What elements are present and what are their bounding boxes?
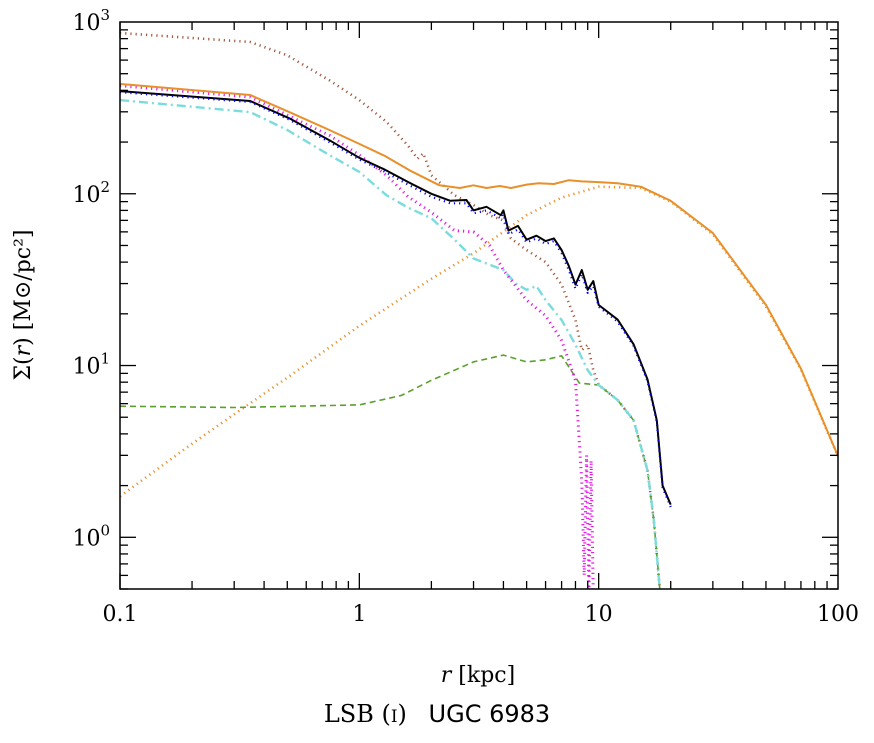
x-tick-label: 0.1 [103, 602, 138, 627]
y-tick-label: 103 [72, 6, 110, 36]
plot-area: 0.1 1 10 100 100 101 102 103 r [kpc] Σ(r) [M⊙/p… [11, 6, 859, 688]
caption-galaxy: UGC 6983 [428, 700, 551, 728]
series-line-0 [120, 31, 662, 589]
series-line-5 [120, 90, 672, 505]
ticks-layer: 0.1 1 10 100 100 101 102 103 [72, 6, 859, 627]
series-line-2 [120, 354, 661, 589]
series-layer [120, 31, 838, 589]
series-line-1 [120, 185, 838, 498]
x-tick-label: 100 [817, 602, 859, 627]
caption: LSB (i) UGC 6983 [0, 700, 874, 728]
series-line-4 [120, 84, 595, 589]
series-line-6 [120, 91, 672, 508]
series-line-7 [120, 82, 838, 457]
plot-frame [119, 21, 839, 590]
y-tick-label: 102 [72, 178, 110, 208]
caption-prefix: LSB (i) [323, 700, 407, 728]
x-axis-label: r [kpc] [441, 663, 515, 688]
x-tick-label: 1 [352, 602, 366, 627]
y-axis-label: Σ(r) [M⊙/pc²] [11, 229, 36, 380]
x-tick-label: 10 [585, 602, 613, 627]
series-line-3 [120, 98, 661, 589]
y-tick-label: 101 [72, 350, 110, 380]
y-tick-label: 100 [72, 521, 110, 551]
